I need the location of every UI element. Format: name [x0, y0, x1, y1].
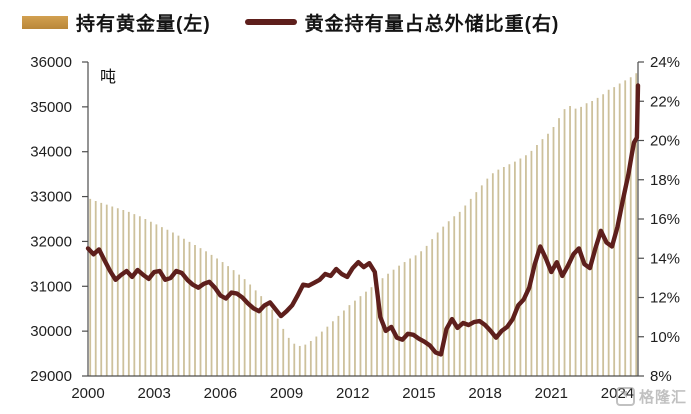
left-axis-tick-label: 29000	[30, 368, 72, 385]
legend-bar-label: 持有黄金量(左)	[76, 13, 211, 35]
right-axis-tick-label: 20%	[650, 133, 680, 150]
axis-labels: 36000 35000 34000 33000 32000 31000 30000 29000…	[30, 54, 680, 402]
x-axis-tick-label: 2009	[270, 385, 303, 402]
right-axis-tick-label: 8%	[650, 368, 672, 385]
left-axis-tick-label: 32000	[30, 233, 72, 250]
bar-series-swatch-icon	[22, 15, 68, 29]
left-axis-tick-label: 33000	[30, 189, 72, 206]
x-axis-tick-label: 2018	[468, 385, 501, 402]
left-axis-tick-label: 30000	[30, 323, 72, 340]
chart-legend: 持有黄金量(左) 黄金持有量占总外储比重(右)	[22, 8, 559, 36]
x-axis-tick-label: 2003	[137, 385, 170, 402]
watermark: 格隆汇	[615, 386, 687, 407]
legend-item-gold-share: 黄金持有量占总外储比重(右)	[244, 9, 560, 36]
left-axis-unit-label: 吨	[100, 68, 116, 86]
left-axis-tick-label: 31000	[30, 278, 72, 295]
x-axis-tick-label: 2000	[71, 385, 104, 402]
legend-line-label: 黄金持有量占总外储比重(右)	[304, 13, 560, 35]
bar-series	[89, 73, 638, 376]
watermark-text: 格隆汇	[638, 389, 687, 406]
right-axis-tick-label: 10%	[650, 329, 680, 346]
legend-item-gold-holdings: 持有黄金量(左)	[22, 9, 211, 36]
right-axis-tick-label: 22%	[650, 93, 680, 110]
right-axis-tick-label: 14%	[650, 250, 680, 267]
right-axis-tick-label: 12%	[650, 290, 680, 307]
x-axis-tick-label: 2021	[535, 385, 568, 402]
left-axis-tick-label: 34000	[30, 144, 72, 161]
x-axis-tick-label: 2012	[336, 385, 369, 402]
x-axis-tick-label: 2006	[204, 385, 237, 402]
gelonghui-logo-icon	[615, 387, 635, 406]
right-axis-tick-label: 16%	[650, 211, 680, 228]
line-series-swatch-icon	[244, 19, 297, 25]
line-series	[85, 83, 641, 357]
right-axis-tick-label: 18%	[650, 172, 680, 189]
left-axis-tick-label: 35000	[30, 99, 72, 116]
right-axis-tick-label: 24%	[650, 54, 680, 71]
x-axis-tick-label: 2015	[402, 385, 435, 402]
left-axis-tick-label: 36000	[30, 54, 72, 71]
